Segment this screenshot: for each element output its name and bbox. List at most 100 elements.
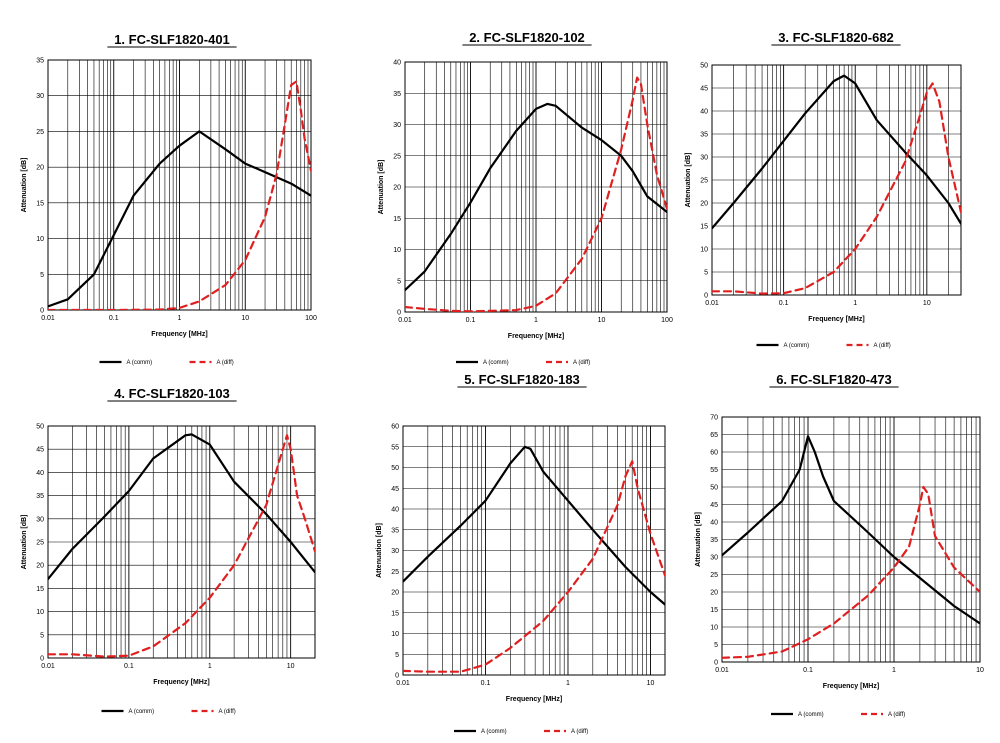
x-tick-label: 0.1 [466,317,476,324]
series-line-comm [405,102,667,292]
series-line-diff [403,460,665,673]
x-tick-label: 10 [598,317,606,324]
y-tick-label: 15 [393,216,401,223]
y-tick-label: 45 [391,486,399,493]
x-tick-label: 0.1 [779,300,789,307]
y-tick-label: 30 [36,516,44,523]
y-tick-label: 15 [710,607,718,614]
y-tick-label: 25 [393,153,401,160]
y-tick-label: 40 [700,109,708,116]
y-tick-label: 35 [700,132,708,139]
y-tick-label: 55 [391,444,399,451]
legend-label-comm: A (comm) [798,712,824,718]
x-axis-label: Frequency [MHz] [153,679,209,686]
y-tick-label: 50 [700,63,708,70]
y-tick-label: 15 [36,200,44,207]
chart-panel-6: 6. FC-SLF1820-473 0 5 10 15 20 25 30 35 40 45 50 55 6… [695,372,984,718]
x-tick-label: 1 [853,300,857,307]
legend: A (comm) A (diff) [101,709,236,715]
x-tick-label: 1 [208,663,212,670]
legend-label-diff: A (diff) [219,709,236,715]
plot-frame [404,61,668,313]
x-tick-label: 0.1 [109,315,119,322]
y-tick-label: 35 [36,493,44,500]
y-tick-label: 40 [36,470,44,477]
x-tick-label: 10 [647,680,655,687]
x-tick-label: 1 [178,315,182,322]
chart-panel-3: 3. FC-SLF1820-682 0 5 10 15 20 25 30 35 40 45 50 0.0… [685,30,962,349]
y-tick-label: 10 [36,609,44,616]
legend-label-comm: A (comm) [483,360,509,366]
plot-frame [721,416,981,663]
y-tick-label: 25 [391,569,399,576]
legend-label-diff: A (diff) [217,360,234,366]
series-line-comm [712,74,961,230]
chart-title: 3. FC-SLF1820-682 [778,30,894,45]
y-tick-label: 50 [36,424,44,431]
series-line-comm [48,433,315,581]
y-tick-label: 10 [391,631,399,638]
y-tick-label: 20 [700,201,708,208]
y-tick-label: 20 [393,185,401,192]
y-tick-label: 10 [700,247,708,254]
legend-label-comm: A (comm) [127,360,153,366]
x-axis-label: Frequency [MHz] [506,696,562,703]
x-axis-label: Frequency [MHz] [508,333,564,340]
y-tick-label: 30 [393,122,401,129]
plot-frame [402,425,666,676]
x-tick-label: 0.01 [398,317,412,324]
y-tick-label: 40 [393,60,401,67]
x-tick-label: 0.1 [124,663,134,670]
y-tick-label: 45 [700,86,708,93]
series-line-diff [712,82,961,295]
x-axis-label: Frequency [MHz] [823,683,879,690]
plot-frame [711,64,962,296]
plot-frame [47,59,312,311]
series-line-comm [48,130,311,308]
y-tick-label: 30 [710,555,718,562]
series-line-comm [722,435,980,625]
y-tick-label: 0 [40,308,44,315]
y-tick-label: 45 [710,502,718,509]
y-tick-label: 5 [395,652,399,659]
y-tick-label: 45 [36,447,44,454]
y-tick-label: 65 [710,432,718,439]
y-tick-label: 40 [710,520,718,527]
chart-title: 6. FC-SLF1820-473 [776,372,892,387]
y-tick-label: 50 [710,485,718,492]
y-tick-label: 25 [36,540,44,547]
y-tick-label: 10 [36,236,44,243]
chart-panel-4: 4. FC-SLF1820-103 0 5 10 15 20 25 30 35 40 45 50 0.0… [21,386,316,715]
x-tick-label: 0.01 [41,315,55,322]
y-tick-label: 35 [36,58,44,65]
y-tick-label: 20 [391,590,399,597]
y-axis-label: Attenuation [dB] [695,512,702,567]
chart-panel-2: 2. FC-SLF1820-102 0 5 10 15 20 25 30 35 40 0.01 0.1… [378,30,673,366]
y-tick-label: 0 [704,293,708,300]
y-tick-label: 5 [704,270,708,277]
chart-title: 2. FC-SLF1820-102 [469,30,585,45]
series-line-diff [48,434,315,658]
chart-title: 4. FC-SLF1820-103 [114,386,230,401]
series-line-diff [722,485,980,659]
x-tick-label: 10 [287,663,295,670]
y-axis-label: Attenuation [dB] [21,158,28,213]
y-tick-label: 20 [36,563,44,570]
y-tick-label: 5 [40,632,44,639]
y-tick-label: 10 [393,247,401,254]
y-tick-label: 0 [40,656,44,663]
x-axis-label: Frequency [MHz] [151,331,207,338]
legend-label-diff: A (diff) [874,343,891,349]
y-tick-label: 60 [710,450,718,457]
y-tick-label: 0 [395,673,399,680]
y-tick-label: 25 [36,129,44,136]
legend: A (comm) A (diff) [756,343,891,349]
chart-panel-5: 5. FC-SLF1820-183 0 5 10 15 20 25 30 35 40 45 50 55 6… [376,372,666,735]
y-tick-label: 20 [36,165,44,172]
y-tick-label: 20 [710,590,718,597]
series-line-diff [48,80,311,310]
x-tick-label: 0.01 [705,300,719,307]
x-tick-label: 0.1 [481,680,491,687]
chart-panel-1: 1. FC-SLF1820-401 0 5 10 15 20 25 30 35 0.01 0.1 1 1… [21,32,317,366]
